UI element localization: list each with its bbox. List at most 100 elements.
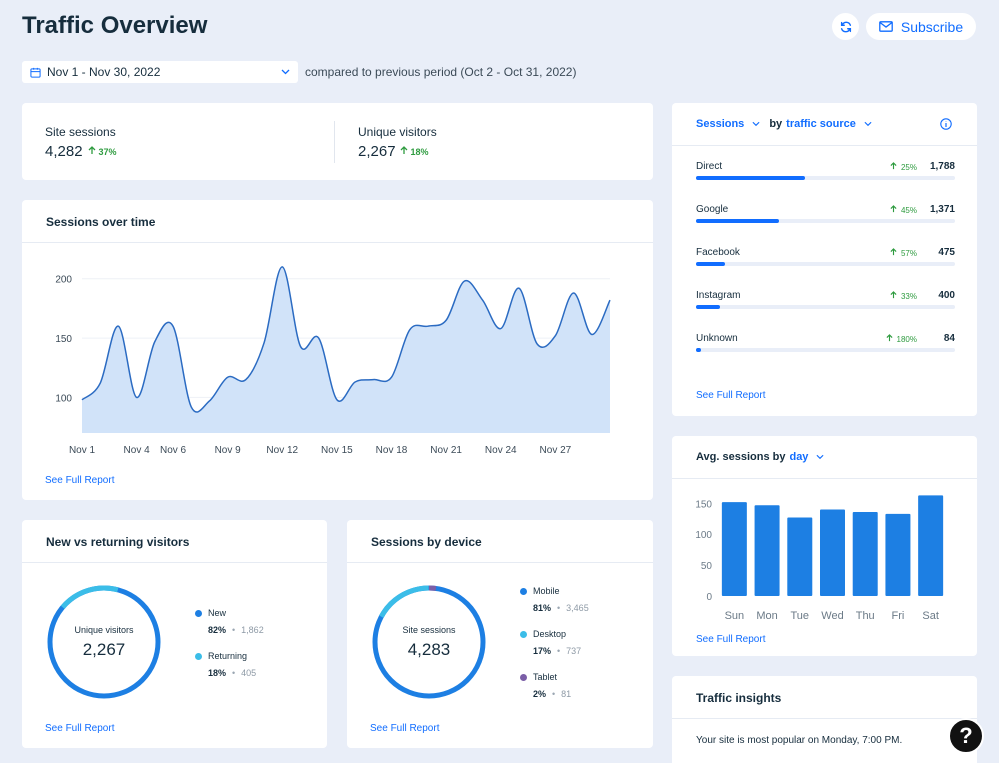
device-donut-chart: [372, 585, 486, 699]
see-full-report-link[interactable]: See Full Report: [45, 723, 115, 734]
dimension-select[interactable]: traffic source: [786, 118, 856, 130]
y-tick-label: 150: [55, 334, 72, 345]
source-bar-track: [696, 219, 955, 223]
new-vs-returning-card: New vs returning visitors Unique visitor…: [22, 520, 327, 748]
legend-item: Tablet 2% • 81: [520, 672, 571, 699]
source-name: Google: [696, 204, 729, 215]
kpi-divider: [334, 121, 335, 163]
traffic-source-card: Sessions by traffic source Direct 25% 1,78…: [672, 103, 977, 416]
x-tick-label: Mon: [756, 610, 777, 622]
source-bar-fill: [696, 305, 721, 309]
help-button[interactable]: ?: [948, 718, 984, 754]
bar: [820, 509, 845, 596]
x-tick-label: Nov 18: [376, 445, 408, 456]
chevron-down-icon: [281, 69, 290, 75]
date-range-value: Nov 1 - Nov 30, 2022: [47, 65, 161, 79]
x-tick-label: Nov 15: [321, 445, 353, 456]
x-tick-label: Sun: [725, 610, 745, 622]
kpi-value: 2,267: [358, 143, 396, 160]
legend-item: Mobile 81% • 3,465: [520, 586, 589, 613]
source-bar-fill: [696, 262, 725, 266]
source-bar-fill: [696, 348, 702, 352]
kpi-label: Unique visitors: [358, 125, 437, 139]
y-tick-label: 50: [701, 561, 713, 572]
x-tick-label: Wed: [821, 610, 843, 622]
avg-sessions-header: Avg. sessions by day: [696, 451, 824, 463]
card-title: Traffic insights: [696, 691, 782, 705]
see-full-report-link[interactable]: See Full Report: [696, 390, 766, 401]
bar: [754, 505, 780, 596]
kpi-value: 4,282: [45, 143, 83, 160]
donut-center: Site sessions 4,283: [369, 625, 489, 660]
x-tick-label: Nov 4: [124, 445, 151, 456]
bar: [885, 513, 911, 596]
see-full-report-link[interactable]: See Full Report: [696, 634, 766, 645]
x-tick-label: Nov 1: [69, 445, 96, 456]
question-icon: ?: [959, 723, 973, 748]
x-tick-label: Nov 12: [266, 445, 298, 456]
chevron-down-icon[interactable]: [864, 121, 872, 127]
source-name: Direct: [696, 161, 723, 172]
y-tick-label: 100: [695, 530, 712, 541]
source-change: 45%: [890, 205, 917, 215]
avg-sessions-bar-chart: 150 100 50 0 Sun Mon Tue Wed Thu Fri Sat: [695, 495, 944, 622]
source-change: 33%: [890, 291, 917, 301]
kpi-label: Site sessions: [45, 125, 116, 139]
y-tick-label: 0: [706, 592, 712, 603]
calendar-icon: [30, 67, 41, 78]
source-change: 57%: [890, 248, 917, 258]
source-bar-track: [696, 262, 955, 266]
x-tick-label: Thu: [856, 610, 875, 622]
mail-icon: [879, 21, 893, 32]
see-full-report-link[interactable]: See Full Report: [45, 475, 115, 486]
donut-center-value: 2,267: [82, 640, 126, 659]
legend-swatch: [520, 588, 527, 596]
legend-item: Desktop 17% • 737: [520, 629, 581, 656]
dimension-select[interactable]: day: [789, 451, 809, 463]
bar: [918, 495, 944, 596]
donut-segment-tablet: [372, 585, 486, 699]
sessions-by-device-card: Sessions by device Site sessions 4,283 M…: [347, 520, 653, 748]
source-value: 475: [938, 247, 955, 258]
card-title: Avg. sessions by: [696, 451, 786, 463]
arrow-up-icon: [890, 162, 897, 170]
traffic-source-header: Sessions by traffic source: [696, 118, 872, 130]
kpi-card: Site sessions 4,282 37% Unique visitors …: [22, 103, 653, 180]
bar: [787, 517, 813, 596]
chevron-down-icon[interactable]: [816, 454, 824, 460]
legend-swatch: [195, 610, 202, 618]
visitors-donut-chart: [47, 585, 161, 699]
traffic-source-row: Unknown 180% 84: [696, 333, 955, 363]
bar: [721, 502, 747, 596]
y-tick-label: 100: [55, 393, 72, 404]
traffic-source-row: Facebook 57% 475: [696, 247, 955, 277]
sessions-over-time-card: Sessions over time 200 150 100 Nov 1 Nov 4 No…: [22, 200, 653, 500]
subscribe-button[interactable]: Subscribe: [866, 13, 976, 40]
date-range-picker[interactable]: Nov 1 - Nov 30, 2022: [22, 61, 298, 83]
card-title: New vs returning visitors: [46, 535, 190, 549]
legend-item: Returning 18% • 405: [195, 651, 256, 678]
source-name: Instagram: [696, 290, 741, 301]
legend-swatch: [195, 653, 202, 661]
source-bar-track: [696, 176, 955, 180]
legend-item: New 82% • 1,862: [195, 608, 264, 635]
bar: [852, 512, 878, 596]
donut-center-value: 4,283: [407, 640, 451, 659]
source-value: 1,788: [929, 161, 955, 172]
x-tick-label: Nov 9: [215, 445, 242, 456]
source-change: 180%: [886, 334, 917, 344]
metric-select[interactable]: Sessions: [696, 118, 745, 130]
legend-swatch: [520, 674, 527, 682]
info-icon[interactable]: [940, 118, 952, 130]
source-value: 1,371: [929, 204, 955, 215]
arrow-up-icon: [890, 291, 897, 299]
chevron-down-icon[interactable]: [752, 121, 760, 127]
see-full-report-link[interactable]: See Full Report: [370, 723, 440, 734]
refresh-button[interactable]: [832, 13, 859, 40]
traffic-source-row: Direct 25% 1,788: [696, 161, 955, 191]
donut-center-label: Site sessions: [402, 625, 456, 635]
x-tick-label: Nov 6: [160, 445, 187, 456]
source-bar-fill: [696, 219, 780, 223]
card-title: Sessions over time: [46, 215, 156, 229]
traffic-source-row: Google 45% 1,371: [696, 204, 955, 234]
